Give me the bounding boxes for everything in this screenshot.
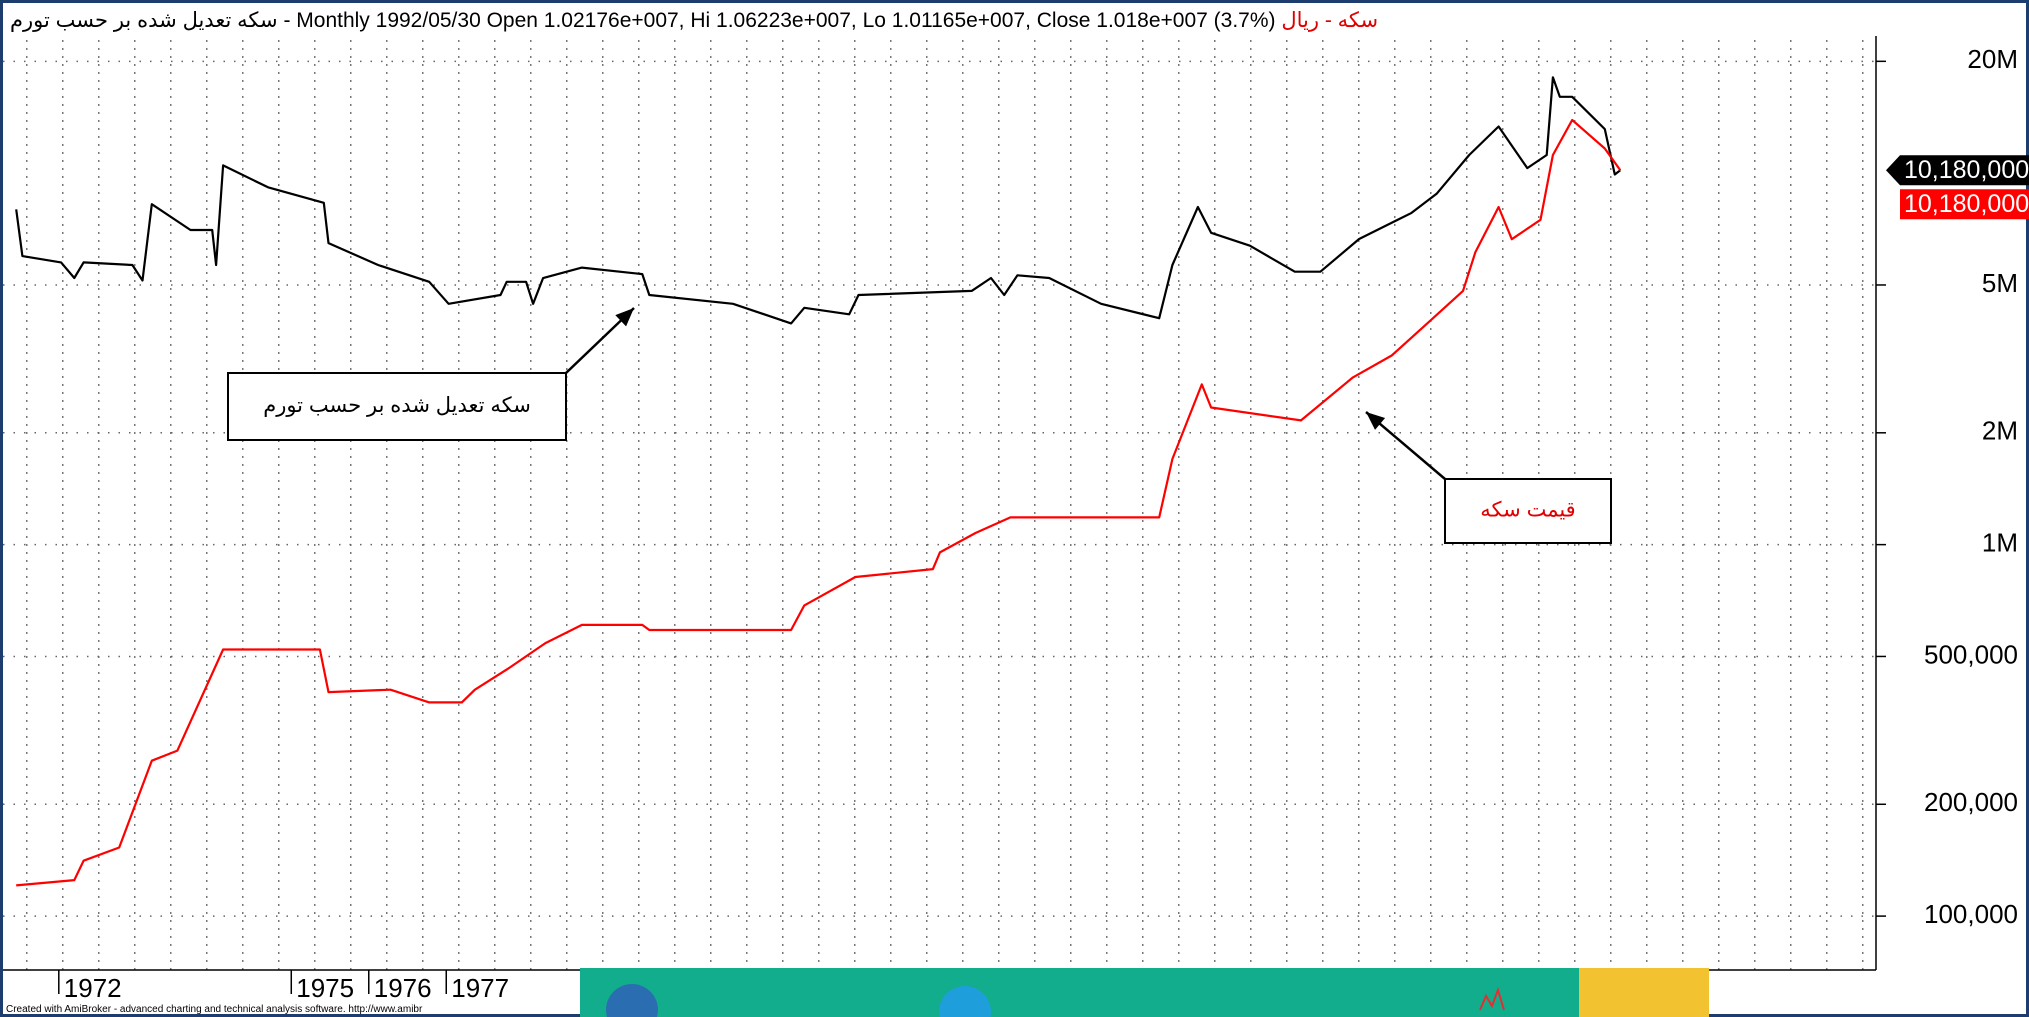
tag-box — [1900, 189, 2029, 220]
footer: Created with AmiBroker - advanced charti… — [6, 1004, 423, 1015]
annotation-label: قیمت سکه — [1480, 499, 1575, 522]
last-value-tag: 10,180,000 — [1886, 155, 2029, 186]
x-tick-label: 1976 — [374, 973, 432, 1003]
y-tick-label: 5M — [1982, 268, 2018, 298]
chart-title: سکه تعدیل شده بر حسب تورم - Monthly 1992… — [10, 8, 1378, 33]
series-line — [16, 118, 1622, 887]
y-tick-label: 500,000 — [1924, 639, 2018, 669]
x-tick-label: 1972 — [64, 973, 122, 1003]
annotation-box — [227, 372, 567, 441]
title-ticker: سکه - ریال — [1281, 9, 1379, 32]
title-info: - Monthly 1992/05/30 Open 1.02176e+007, … — [283, 9, 1276, 32]
last-value-tag: 10,180,000 — [1900, 189, 2029, 220]
tag-box — [1886, 155, 2029, 186]
y-tick-label: 100,000 — [1924, 899, 2018, 929]
banner — [580, 968, 1709, 1017]
y-tick-label: 20M — [1967, 44, 2018, 74]
tag-label: 10,180,000 — [1904, 190, 2029, 218]
x-tick-label: 1975 — [296, 973, 354, 1003]
arrow-head — [1366, 412, 1386, 430]
title-name: سکه تعدیل شده بر حسب تورم — [10, 9, 278, 32]
series-line — [15, 76, 1621, 325]
x-tick-label: 1977 — [451, 973, 509, 1003]
tag-label: 10,180,000 — [1904, 156, 2029, 184]
y-tick-label: 200,000 — [1924, 787, 2018, 817]
annotation-box — [1444, 478, 1612, 544]
y-tick-label: 1M — [1982, 528, 2018, 558]
annotation-label: سکه تعدیل شده بر حسب تورم — [263, 394, 531, 417]
arrow-head — [615, 308, 634, 327]
y-tick-label: 2M — [1982, 416, 2018, 446]
